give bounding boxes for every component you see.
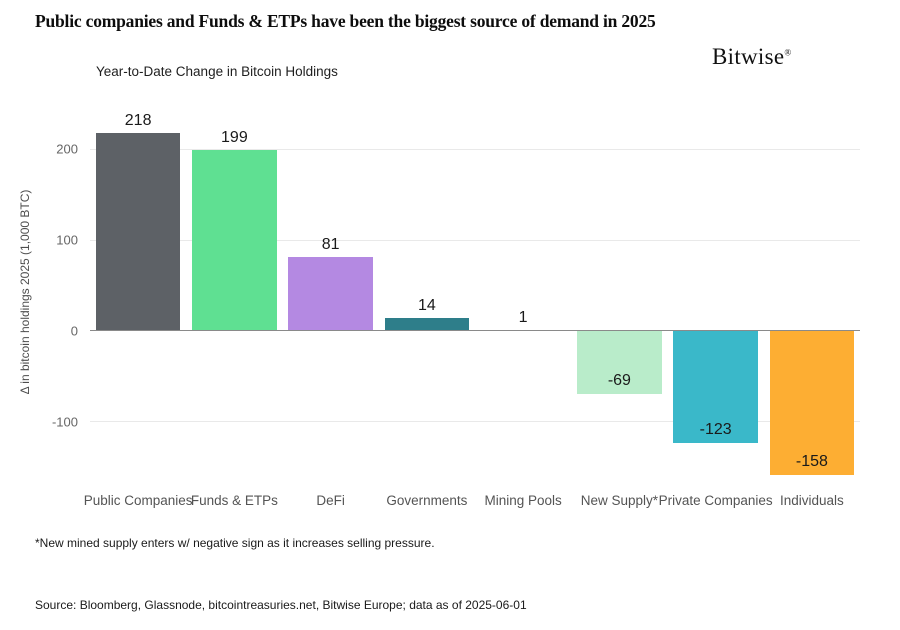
x-category-label-funds-etps: Funds & ETPs [190,493,278,508]
bar-private-companies [673,330,758,443]
plot-area: 200 100 0 -100 218 Public Companies 199 Funds &… [52,110,860,508]
page-title: Public companies and Funds & ETPs have b… [35,11,656,31]
x-category-label-governments: Governments [386,493,468,508]
bar-value-label-individuals: -158 [795,452,828,470]
y-tick-label--100: -100 [51,414,78,430]
bar-new-supply [577,330,662,394]
bar-value-label-private-companies: -123 [699,420,732,438]
gridline-200 [90,148,860,150]
footnote: *New mined supply enters w/ negative sig… [35,536,435,550]
bar-value-label-governments: 14 [417,297,436,315]
x-category-label-mining-pools: Mining Pools [484,493,562,508]
y-tick-label-100: 100 [56,232,78,248]
bitwise-logo-text: Bitwise [712,44,785,69]
bar-funds-etps [192,150,277,331]
source-line: Source: Bloomberg, Glassnode, bitcointre… [35,598,527,612]
y-tick-label-200: 200 [56,141,78,157]
x-category-label-defi: DeFi [316,493,345,508]
y-axis-title: Δ in bitcoin holdings 2025 (1,000 BTC) [18,189,32,395]
x-category-label-new-supply: New Supply* [580,493,659,508]
bar-governments [384,318,470,331]
bar-value-label-defi: 81 [321,236,340,254]
bar-public-companies [95,132,181,331]
x-category-label-public-companies: Public Companies [83,493,193,508]
chart-title: Year-to-Date Change in Bitcoin Holdings [96,64,338,79]
bar-individuals [769,330,855,475]
zero-axis-line [90,330,860,332]
gridline-100 [90,239,860,241]
bar-value-label-mining-pools: 1 [518,308,528,326]
y-tick-label-0: 0 [70,323,78,339]
bitwise-logo: Bitwise® [712,44,792,70]
gridline--100 [90,421,860,423]
chart: Δ in bitcoin holdings 2025 (1,000 BTC) 2… [0,100,900,520]
bar-value-label-funds-etps: 199 [221,129,248,146]
bar-value-label-new-supply: -69 [607,371,631,389]
x-category-label-individuals: Individuals [779,493,844,508]
x-category-label-private-companies: Private Companies [658,493,773,508]
registered-mark-icon: ® [784,47,792,58]
bar-defi [288,257,373,331]
bar-value-label-public-companies: 218 [124,111,152,129]
